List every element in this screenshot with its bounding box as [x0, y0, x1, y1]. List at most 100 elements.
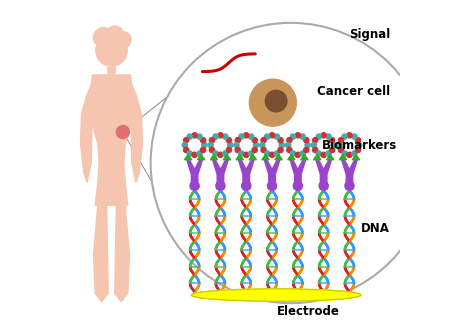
Circle shape — [239, 134, 244, 139]
Circle shape — [115, 32, 131, 48]
Circle shape — [223, 134, 228, 139]
Circle shape — [342, 151, 347, 156]
Circle shape — [151, 23, 431, 303]
Circle shape — [213, 134, 218, 139]
Circle shape — [291, 151, 296, 156]
Circle shape — [202, 142, 207, 148]
Circle shape — [338, 138, 344, 143]
Circle shape — [252, 138, 257, 143]
Circle shape — [300, 151, 305, 156]
Circle shape — [226, 147, 231, 153]
Text: Cancer cell: Cancer cell — [317, 85, 390, 98]
Circle shape — [331, 142, 336, 148]
Text: DNA: DNA — [361, 222, 390, 235]
Polygon shape — [313, 155, 321, 160]
Circle shape — [261, 138, 266, 143]
Circle shape — [295, 152, 301, 157]
Circle shape — [267, 181, 277, 190]
Circle shape — [248, 134, 254, 139]
Circle shape — [244, 133, 249, 138]
Circle shape — [265, 90, 287, 112]
Circle shape — [342, 134, 347, 139]
Circle shape — [117, 126, 129, 139]
Polygon shape — [290, 160, 306, 189]
Circle shape — [337, 142, 342, 148]
Circle shape — [264, 151, 270, 156]
Polygon shape — [238, 160, 254, 189]
Circle shape — [210, 138, 215, 143]
Circle shape — [278, 147, 283, 153]
Circle shape — [96, 35, 127, 66]
Polygon shape — [301, 155, 308, 160]
Circle shape — [312, 147, 318, 153]
Circle shape — [279, 142, 284, 148]
Circle shape — [106, 26, 124, 44]
Circle shape — [235, 138, 240, 143]
Circle shape — [249, 79, 296, 126]
Circle shape — [345, 181, 354, 190]
Circle shape — [187, 134, 192, 139]
Circle shape — [338, 147, 344, 153]
Circle shape — [356, 142, 362, 148]
Polygon shape — [352, 155, 360, 160]
Polygon shape — [81, 82, 92, 183]
Circle shape — [293, 181, 302, 190]
Polygon shape — [130, 82, 143, 183]
Circle shape — [223, 151, 228, 156]
Circle shape — [226, 138, 231, 143]
Circle shape — [239, 151, 244, 156]
Circle shape — [183, 147, 189, 153]
Circle shape — [352, 151, 357, 156]
Circle shape — [261, 147, 266, 153]
Circle shape — [210, 147, 215, 153]
Circle shape — [274, 151, 280, 156]
Circle shape — [218, 152, 223, 157]
Circle shape — [304, 138, 309, 143]
Text: Signal: Signal — [349, 28, 390, 41]
Circle shape — [260, 142, 265, 148]
Polygon shape — [327, 155, 334, 160]
Circle shape — [311, 142, 317, 148]
Polygon shape — [249, 155, 256, 160]
Circle shape — [208, 142, 213, 148]
Circle shape — [187, 151, 192, 156]
Polygon shape — [210, 155, 218, 160]
Text: Electrode: Electrode — [277, 305, 340, 318]
Circle shape — [285, 142, 291, 148]
Polygon shape — [223, 155, 230, 160]
Circle shape — [182, 142, 187, 148]
Polygon shape — [288, 155, 295, 160]
Circle shape — [248, 151, 254, 156]
Circle shape — [278, 138, 283, 143]
Circle shape — [264, 134, 270, 139]
Circle shape — [316, 151, 321, 156]
Circle shape — [192, 133, 197, 138]
Circle shape — [347, 133, 352, 138]
Polygon shape — [342, 160, 357, 189]
Circle shape — [254, 142, 259, 148]
Circle shape — [352, 134, 357, 139]
Circle shape — [216, 181, 225, 190]
Polygon shape — [236, 155, 243, 160]
Polygon shape — [275, 155, 282, 160]
Circle shape — [197, 134, 202, 139]
Polygon shape — [213, 160, 228, 189]
Circle shape — [269, 152, 274, 157]
Circle shape — [356, 138, 361, 143]
Circle shape — [218, 133, 223, 138]
Polygon shape — [262, 155, 269, 160]
Circle shape — [319, 181, 328, 190]
Circle shape — [305, 142, 310, 148]
Circle shape — [321, 133, 326, 138]
Circle shape — [321, 152, 326, 157]
Polygon shape — [184, 155, 192, 160]
Circle shape — [190, 181, 199, 190]
Circle shape — [291, 134, 296, 139]
Circle shape — [201, 147, 206, 153]
Circle shape — [300, 134, 305, 139]
Circle shape — [356, 147, 361, 153]
Circle shape — [234, 142, 239, 148]
Text: Biomarkers: Biomarkers — [321, 139, 397, 152]
Circle shape — [192, 152, 197, 157]
Polygon shape — [93, 205, 108, 302]
